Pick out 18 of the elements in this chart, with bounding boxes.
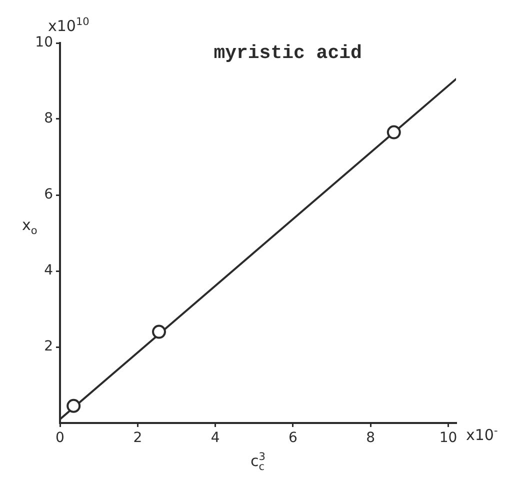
point	[386, 125, 401, 140]
x-tick-label: 4	[210, 430, 220, 446]
x-tick-label: 2	[133, 430, 142, 446]
x-tick-label: 8	[366, 430, 376, 446]
x-tick-label: 10	[439, 430, 458, 446]
text: x10$^{10}$	[48, 16, 90, 35]
y-tick-label: 2	[44, 338, 53, 355]
x-tick-label: 6	[288, 430, 298, 446]
y-tick-label: 8	[44, 110, 53, 127]
chart-title: myristic acid	[214, 42, 362, 64]
y-tick-label: 10	[35, 34, 53, 51]
y-tick-label: 4	[44, 262, 54, 279]
text: x10$^{-}$	[466, 424, 498, 444]
point	[66, 398, 81, 413]
point	[152, 324, 166, 339]
y-tick-label: 6	[44, 186, 54, 203]
y-axis-title: x$_{o}$	[22, 216, 38, 236]
x-tick-label: 0	[56, 430, 64, 446]
